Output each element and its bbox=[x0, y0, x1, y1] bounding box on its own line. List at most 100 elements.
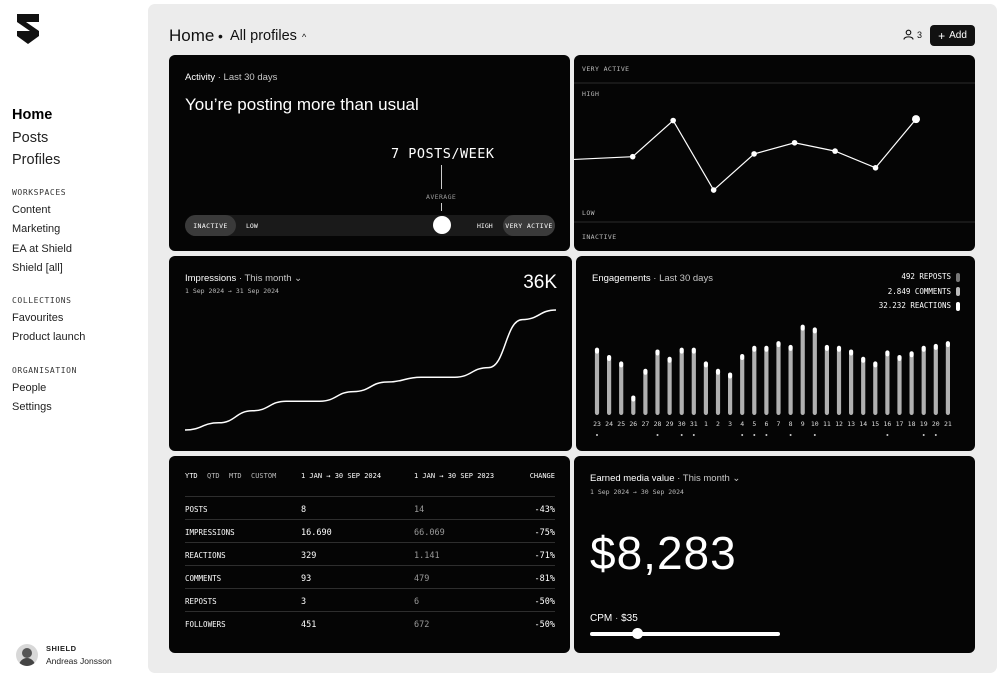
x-tick-label: 25 bbox=[617, 420, 625, 428]
add-button[interactable]: + Add bbox=[930, 25, 975, 46]
engagement-bar bbox=[643, 371, 648, 415]
engagement-bar bbox=[897, 357, 902, 415]
tab-ytd[interactable]: YTD bbox=[185, 472, 198, 480]
x-tick-label: 5 bbox=[752, 420, 756, 428]
engagement-bar bbox=[594, 350, 600, 415]
x-tick-label: 31 bbox=[690, 420, 698, 428]
nav-profiles[interactable]: Profiles bbox=[12, 152, 61, 168]
tab-custom[interactable]: CUSTOM bbox=[251, 472, 277, 480]
x-tick-label: 29 bbox=[666, 420, 674, 428]
impressions-card: Impressions · This month ⌄ 1 Sep 2024 → … bbox=[169, 256, 572, 451]
impressions-period[interactable]: This month bbox=[244, 273, 292, 284]
workspace-item[interactable]: Marketing bbox=[12, 223, 61, 236]
collections-heading: COLLECTIONS bbox=[12, 296, 72, 305]
x-tick-label: 4 bbox=[740, 420, 744, 428]
earned-period[interactable]: This month bbox=[682, 473, 730, 484]
workspaces-heading: WORKSPACES bbox=[12, 188, 67, 197]
trend-line bbox=[574, 118, 917, 191]
nav-posts[interactable]: Posts bbox=[12, 129, 49, 146]
engagement-bar bbox=[607, 357, 612, 415]
row-previous: 6 bbox=[414, 597, 420, 607]
organisation-item[interactable]: Settings bbox=[12, 401, 52, 414]
engagement-bar-cap bbox=[933, 343, 938, 350]
cpm-label: CPM bbox=[590, 613, 613, 624]
row-current: 93 bbox=[301, 574, 312, 584]
chevron-up-icon[interactable]: ^ bbox=[302, 32, 307, 42]
collection-item[interactable]: Favourites bbox=[12, 312, 64, 324]
col-current-period: 1 JAN → 30 SEP 2024 bbox=[301, 472, 382, 480]
table-row: COMMENTS 93 479 -81% bbox=[185, 565, 555, 588]
workspaces-list: Content Marketing EA at Shield Shield [a… bbox=[12, 201, 72, 278]
post-dot bbox=[934, 434, 937, 436]
profiles-selector[interactable]: All profiles bbox=[230, 28, 297, 44]
nav-home[interactable]: Home bbox=[12, 107, 53, 123]
engagements-period[interactable]: Last 30 days bbox=[659, 273, 713, 284]
col-change: CHANGE bbox=[529, 472, 555, 480]
cpm-value: $35 bbox=[621, 613, 638, 624]
post-dot bbox=[741, 434, 744, 436]
stats-table-header: YTD QTD MTD CUSTOM 1 JAN → 30 SEP 2024 1… bbox=[185, 472, 555, 484]
high-label: HIGH bbox=[477, 222, 493, 230]
activity-level-knob bbox=[433, 216, 451, 234]
engagement-bar bbox=[788, 347, 793, 415]
x-tick-label: 6 bbox=[764, 420, 768, 428]
organisation-item[interactable]: People bbox=[12, 382, 47, 394]
impressions-total: 36K bbox=[523, 272, 557, 293]
row-change: -43% bbox=[534, 505, 555, 515]
x-tick-label: 23 bbox=[593, 420, 601, 428]
earned-media-card: Earned media value · This month ⌄ 1 Sep … bbox=[574, 456, 975, 653]
engagement-bar bbox=[703, 364, 708, 415]
user-icon bbox=[903, 29, 914, 40]
engagement-bar bbox=[921, 348, 926, 415]
cpm-slider-knob[interactable] bbox=[632, 628, 643, 639]
engagement-bar-cap bbox=[764, 345, 769, 352]
trend-point bbox=[791, 139, 798, 146]
members-count-value: 3 bbox=[917, 29, 923, 40]
x-tick-label: 7 bbox=[777, 420, 781, 428]
engagement-bar-cap bbox=[667, 356, 672, 363]
x-tick-label: 8 bbox=[789, 420, 793, 428]
tab-mtd[interactable]: MTD bbox=[229, 472, 242, 480]
sidebar: Home Posts Profiles WORKSPACES Content M… bbox=[0, 0, 148, 675]
row-metric: POSTS bbox=[185, 505, 208, 514]
activity-period[interactable]: Last 30 days bbox=[223, 72, 278, 83]
trend-point bbox=[710, 187, 717, 193]
engagement-bar-cap bbox=[885, 350, 890, 357]
row-previous: 14 bbox=[414, 505, 425, 515]
tab-qtd[interactable]: QTD bbox=[207, 472, 220, 480]
table-row: IMPRESSIONS 16.690 66.069 -75% bbox=[185, 519, 555, 542]
high-axis-label: HIGH bbox=[582, 90, 600, 98]
members-count[interactable]: 3 bbox=[903, 29, 922, 40]
engagement-bar bbox=[909, 354, 914, 415]
user-profile[interactable]: SHIELD Andreas Jonsson bbox=[16, 644, 112, 666]
engagements-card: Engagements · Last 30 days 492 REPOSTS 2… bbox=[576, 256, 975, 451]
engagement-bar-cap bbox=[849, 349, 854, 356]
engagement-bar bbox=[824, 347, 829, 415]
x-tick-label: 14 bbox=[859, 420, 867, 428]
collection-item[interactable]: Product launch bbox=[12, 331, 86, 344]
average-tick bbox=[441, 203, 442, 211]
engagement-bar-cap bbox=[752, 345, 757, 352]
workspace-item[interactable]: Shield [all] bbox=[12, 261, 63, 274]
engagement-bar-cap bbox=[655, 349, 660, 356]
engagement-bar bbox=[933, 346, 938, 415]
low-label: LOW bbox=[246, 222, 258, 230]
x-tick-label: 10 bbox=[811, 420, 819, 428]
shield-logo-icon[interactable] bbox=[16, 13, 40, 45]
workspace-item[interactable]: Content bbox=[12, 204, 51, 216]
engagement-bar-cap bbox=[873, 361, 878, 368]
impressions-range: 1 Sep 2024 → 31 Sep 2024 bbox=[185, 287, 279, 295]
x-tick-label: 2 bbox=[716, 420, 720, 428]
x-tick-label: 12 bbox=[835, 420, 843, 428]
user-name: Andreas Jonsson bbox=[46, 656, 112, 666]
workspace-item[interactable]: EA at Shield bbox=[12, 242, 72, 255]
legend-swatch-comments bbox=[956, 287, 960, 297]
organisation-heading: ORGANISATION bbox=[12, 366, 77, 375]
chevron-down-icon[interactable]: ⌄ bbox=[291, 273, 303, 284]
cpm-slider-track[interactable] bbox=[590, 632, 780, 636]
activity-label: Activity bbox=[185, 72, 216, 83]
row-metric: REPOSTS bbox=[185, 597, 217, 606]
title-separator: • bbox=[218, 28, 223, 44]
row-change: -75% bbox=[534, 528, 555, 538]
chevron-down-icon[interactable]: ⌄ bbox=[729, 473, 741, 484]
